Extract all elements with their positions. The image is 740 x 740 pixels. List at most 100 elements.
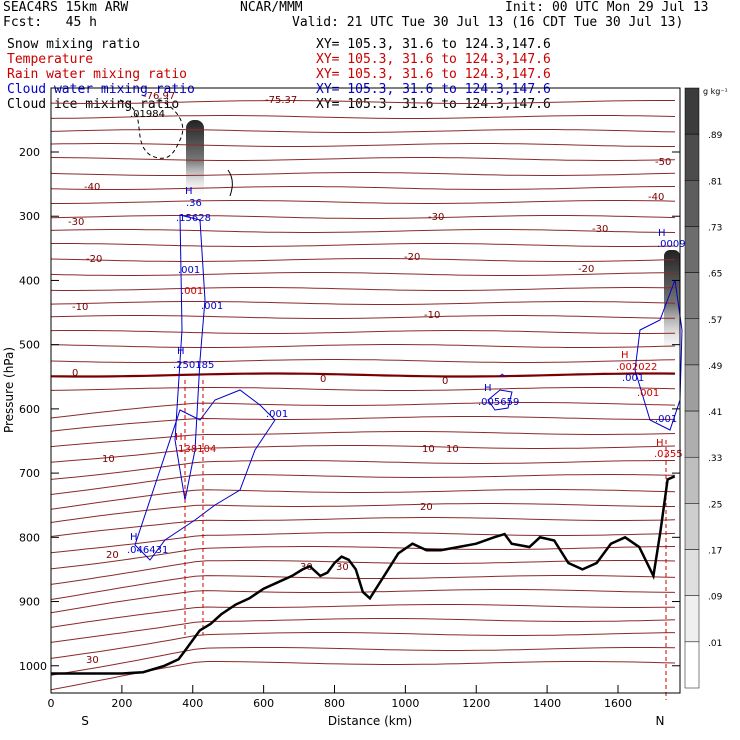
cloud-water-label: .001 [178, 265, 200, 276]
snow-contour [119, 99, 183, 159]
field-cloudwater-name: Cloud water mixing ratio [7, 82, 195, 97]
temperature-label: -10 [72, 302, 88, 313]
rain-label: H [656, 438, 664, 449]
temperature-label: -40 [84, 182, 100, 193]
y-tick-label: 700 [19, 467, 40, 480]
temperature-label: -50 [655, 157, 671, 168]
temperature-contour [50, 100, 675, 104]
x-tick-label: 1600 [604, 697, 632, 710]
temperature-label: 0 [72, 368, 78, 379]
temperature-contour [50, 272, 676, 276]
temperature-contour [50, 186, 675, 190]
rain-label: .001 [181, 286, 203, 297]
temperature-label: -76.97 [143, 91, 175, 102]
temperature-label: -30 [68, 217, 84, 228]
colorbar-cell [684, 456, 700, 504]
temperature-contour [50, 172, 676, 176]
cloud-water-label: H [658, 228, 666, 239]
forecast-hour: Fcst: 45 h [3, 15, 97, 30]
temperature-contour [50, 560, 676, 585]
temperature-contour [50, 647, 676, 676]
cloud-water-contour [487, 389, 513, 411]
colorbar-cell [684, 318, 700, 366]
cloud-water-contour [174, 214, 206, 501]
temperature-contour [50, 474, 676, 495]
colorbar-cell [684, 641, 700, 689]
colorbar-label: .49 [708, 362, 723, 372]
cloud-water-label: .005659 [478, 397, 519, 408]
temperature-contour [50, 115, 676, 119]
temperature-contour [50, 129, 676, 133]
rain-label: .138104 [175, 444, 216, 455]
temperature-contour [50, 330, 676, 334]
colorbar-cell [684, 410, 700, 458]
field-rain-xy: XY= 105.3, 31.6 to 124.3,147.6 [316, 67, 551, 82]
colorbar-label: .01 [708, 639, 722, 649]
temperature-contour [50, 359, 676, 363]
temperature-label: -30 [428, 212, 444, 223]
colorbar-cell [684, 503, 700, 550]
x-tick-label: 1400 [533, 697, 561, 710]
temperature-contour [50, 431, 676, 448]
model-title: SEAC4RS 15km ARW [3, 0, 129, 15]
cloud-water-label: .36 [186, 198, 202, 209]
field-snow-xy: XY= 105.3, 31.6 to 124.3,147.6 [316, 37, 551, 52]
y-tick-label: 500 [19, 339, 40, 352]
field-cloudwater-xy: XY= 105.3, 31.6 to 124.3,147.6 [316, 82, 551, 97]
temperature-contour [50, 287, 676, 291]
x-tick-label: 800 [324, 697, 345, 710]
colorbar-cell [684, 549, 700, 596]
x-axis-label: Distance (km) [328, 714, 412, 728]
cloud-water-label: ^ [498, 373, 506, 384]
temperature-label: -75.37 [265, 95, 297, 106]
cloud-ice-shading [186, 120, 680, 360]
contour-labels: -75.37 -76.97 -50 -40 -40 -30 -30 -30 -20 -20 -20 -… [68, 91, 686, 666]
field-snow-name: Snow mixing ratio [7, 37, 141, 52]
snow-contour [227, 169, 233, 197]
cloud-water-label: H [130, 532, 138, 543]
field-cloudice-name: Cloud ice mixing ratio [7, 97, 180, 112]
temperature-label: -20 [404, 252, 420, 263]
colorbar-label: .65 [708, 270, 722, 280]
temperature-contour [50, 215, 676, 219]
temperature-contour [50, 517, 676, 537]
temperature-label: 20 [420, 502, 433, 513]
temperature-contour [50, 460, 675, 480]
temperature-contour [50, 661, 676, 691]
temperature-contour [50, 344, 676, 348]
colorbar-label: .25 [708, 500, 722, 510]
colorbar-label: .41 [708, 408, 722, 418]
temperature-contour [50, 632, 676, 659]
cloud-water-label: .046431 [127, 545, 168, 556]
field-temp-name: Temperature [7, 52, 94, 67]
temperature-contour [50, 372, 676, 378]
center-label: NCAR/MMM [240, 0, 303, 15]
cloud-water-label: H [177, 346, 185, 357]
temperature-label: 30 [336, 562, 349, 573]
y-tick-label: 900 [19, 596, 40, 609]
temperature-contour [50, 503, 675, 523]
south-label: S [81, 714, 89, 728]
x-tick-label: 400 [182, 697, 203, 710]
terrain [51, 475, 676, 675]
colorbar: .89 .81 .73 .65 .57 .49 .41 .33 .25 .17 .09 .01 g kg… [684, 87, 728, 689]
temperature-contour [50, 258, 676, 262]
y-tick-label: 300 [19, 210, 40, 223]
cloud-water-label: H [185, 186, 193, 197]
field-rain-name: Rain water mixing ratio [7, 67, 188, 82]
temperature-label: -10 [424, 310, 440, 321]
temperature-label: -20 [86, 254, 102, 265]
temperature-contour [50, 532, 676, 554]
temperature-label: -20 [578, 264, 594, 275]
terrain-line [51, 475, 676, 675]
x-tick-label: 1000 [391, 697, 419, 710]
colorbar-cell [684, 87, 700, 135]
temperature-label: 30 [86, 655, 99, 666]
rain-label: .0355 [654, 449, 683, 460]
cloud-water-label: .001 [655, 414, 677, 425]
temperature-contour [50, 604, 676, 628]
temperature-contour [51, 243, 676, 247]
y-tick-label: 200 [19, 146, 40, 159]
x-tick-label: 0 [48, 697, 55, 710]
